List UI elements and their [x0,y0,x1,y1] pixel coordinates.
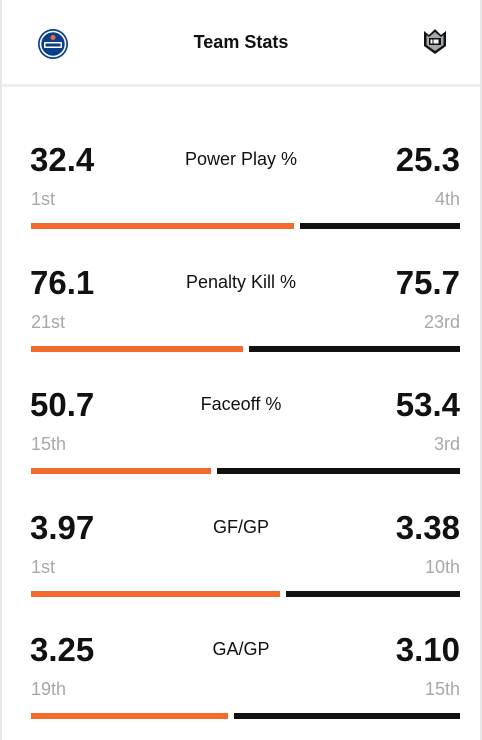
home-bar [31,223,294,229]
stat-label: Faceoff % [200,394,282,415]
away-rank: 10th [424,556,460,577]
stats-list: 32.4 Power Play % 25.3 1st 4th 76.1 Pena… [2,87,480,720]
home-value: 3.25 [30,631,95,669]
edmonton-oilers-logo-icon [38,29,68,59]
away-value: 25.3 [395,141,460,178]
stat-label: GA/GP [212,639,270,660]
away-rank: 15th [424,679,460,700]
home-bar [31,468,211,475]
card-header: Team Stats [2,0,480,87]
away-value: 3.10 [395,631,460,669]
away-rank: 4th [434,189,460,209]
los-angeles-kings-logo-icon [424,29,446,54]
stat-row-penalty-kill: 76.1 Penalty Kill % 75.7 21st 23rd [2,210,480,352]
home-bar [31,590,280,597]
stat-row-power-play: 32.4 Power Play % 25.3 1st 4th [2,87,480,229]
away-value: 3.38 [395,508,460,546]
away-value: 75.7 [395,263,460,301]
away-bar [249,345,460,352]
home-bar [31,713,228,720]
home-value: 32.4 [30,141,95,178]
stat-row-faceoff: 50.7 Faceoff % 53.4 15th 3rd [2,332,480,475]
home-rank: 1st [31,556,56,577]
home-value: 50.7 [30,386,95,424]
home-value: 76.1 [30,263,95,301]
home-rank: 21st [31,311,66,332]
stat-label: Penalty Kill % [185,271,297,292]
away-bar [234,713,460,720]
home-value: 3.97 [30,508,95,546]
stat-row-gf-gp: 3.97 GF/GP 3.38 1st 10th [2,455,480,597]
home-rank: 19th [31,679,67,700]
home-rank: 1st [31,189,56,209]
stat-row-ga-gp: 3.25 GA/GP 3.10 19th 15th [2,577,480,720]
away-bar [286,590,460,597]
away-rank: 23rd [423,311,460,332]
away-rank: 3rd [433,434,460,455]
away-bar [300,223,460,229]
away-bar [217,468,460,475]
header-title: Team Stats [193,32,289,52]
stat-label: GF/GP [212,516,269,537]
away-value: 53.4 [395,386,460,424]
stat-label: Power Play % [184,149,298,169]
home-bar [31,345,243,352]
home-rank: 15th [31,434,67,455]
